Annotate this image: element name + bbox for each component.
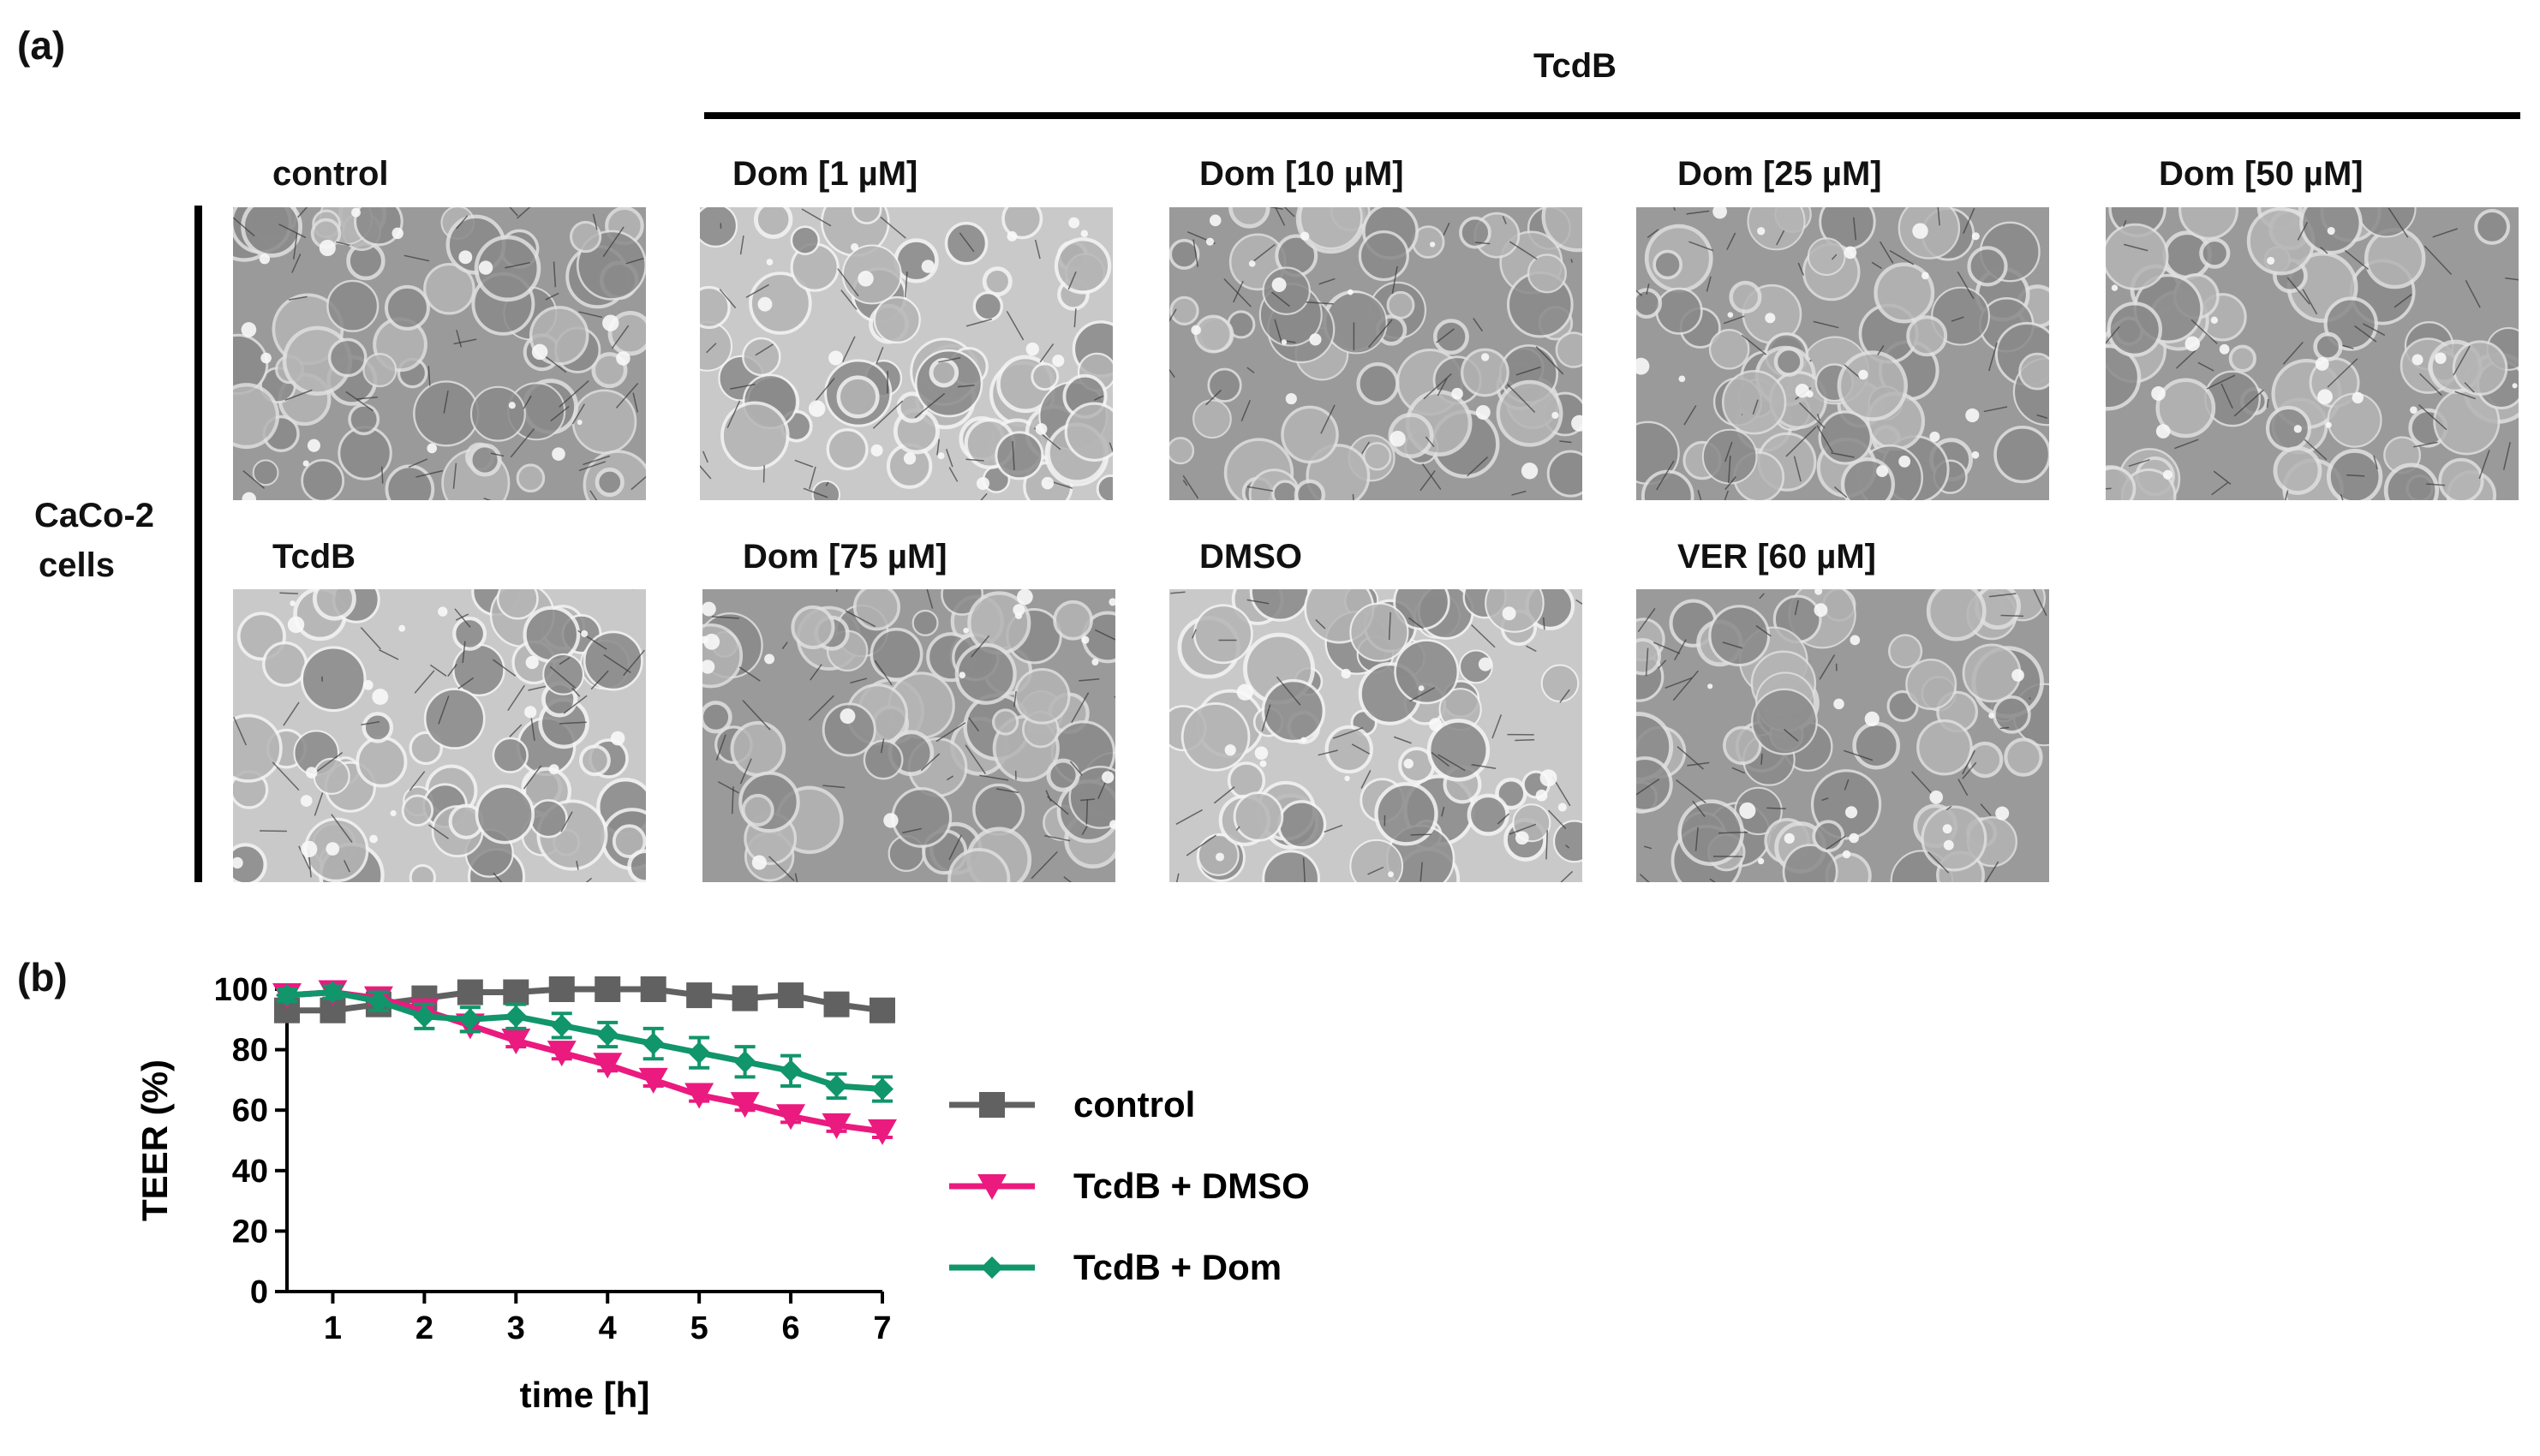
row-label-line1: CaCo-2 [34,497,155,534]
micrograph-dom-1 [700,207,1113,500]
image-label-tcdb: TcdB [272,538,356,576]
panel-a-label: (a) [17,23,66,68]
micrograph-control [233,207,646,500]
legend-marker [977,1174,1007,1200]
y-tick-label: 60 [232,1093,268,1129]
data-point [321,981,344,1004]
data-point [871,1077,893,1101]
data-point [548,976,575,1002]
image-label-dom-10: Dom [10 µM] [1199,155,1404,193]
x-tick-label: 1 [324,1310,342,1346]
teer-line-chart: 0 20 40 60 80 100 1 2 3 4 5 6 7 time [h] TEER (%) contr… [134,972,1310,1415]
micrograph-dom-25 [1636,207,2049,500]
data-point [823,991,850,1017]
x-tick-label: 3 [507,1310,525,1346]
image-label-control: control [272,155,389,193]
micrograph-dom-75 [702,589,1115,882]
micrograph-ver-60 [1636,589,2049,882]
data-point [457,979,483,1005]
data-point [367,990,390,1013]
data-point [505,1005,528,1028]
data-point [776,1104,806,1131]
data-point [596,1023,619,1046]
x-tick-label: 6 [782,1310,800,1346]
row-bracket-line [194,206,202,882]
data-point [730,1092,760,1119]
x-axis-label: time [h] [520,1375,650,1415]
y-tick-label: 40 [232,1154,268,1190]
image-label-dom-25: Dom [25 µM] [1677,155,1882,193]
micrograph-dom-50 [2106,207,2519,500]
y-tick-label: 100 [214,972,268,1008]
legend-entry: control [949,1084,1195,1125]
data-point [595,976,621,1002]
y-tick-label: 80 [232,1033,268,1069]
data-point [732,985,758,1011]
data-point [642,1032,665,1055]
legend-label: TcdB + DMSO [1073,1166,1310,1206]
data-point [733,1050,756,1073]
data-point [686,982,713,1009]
tcdb-header: TcdB [1533,47,1617,85]
image-label-dom-50: Dom [50 µM] [2159,155,2364,193]
data-point [825,1074,848,1097]
data-point [870,997,895,1023]
data-point [822,1113,852,1139]
data-point [868,1119,897,1145]
data-point [276,984,298,1007]
data-point [638,1067,668,1094]
data-point [593,1053,623,1079]
legend-marker [981,1256,1003,1279]
legend-marker [979,1092,1005,1118]
row-label-line2: cells [39,546,115,584]
micrograph-tcdb [233,589,646,882]
data-point [780,1059,803,1083]
panel-b-label: (b) [17,955,68,1000]
y-tick-label: 20 [232,1214,268,1250]
legend-entry: TcdB + Dom [949,1247,1282,1287]
x-tick-label: 7 [873,1310,891,1346]
data-point [550,1014,573,1037]
legend-entry: TcdB + DMSO [949,1166,1310,1206]
tcdb-header-line [704,112,2520,119]
micrograph-dmso [1169,589,1582,882]
x-tick-label: 5 [690,1310,708,1346]
micrograph-dom-10 [1169,207,1582,500]
data-point [684,1083,714,1109]
data-point [458,1008,481,1031]
x-tick-label: 4 [599,1310,617,1346]
image-label-dom-1: Dom [1 µM] [732,155,918,193]
data-point [413,1005,436,1028]
x-tick-label: 2 [415,1310,433,1346]
legend-label: TcdB + Dom [1073,1247,1282,1287]
image-label-dmso: DMSO [1199,538,1302,576]
data-point [503,979,529,1005]
image-label-dom-75: Dom [75 µM] [743,538,947,576]
data-point [778,982,804,1009]
data-point [501,1029,531,1055]
data-point [547,1041,577,1067]
data-point [640,976,666,1002]
series-tcdb-dom [276,981,893,1103]
data-point [688,1041,711,1065]
y-tick-label: 0 [250,1274,268,1310]
y-axis-label: TEER (%) [134,1059,175,1221]
image-label-ver-60: VER [60 µM] [1677,538,1876,576]
legend-label: control [1073,1084,1195,1125]
